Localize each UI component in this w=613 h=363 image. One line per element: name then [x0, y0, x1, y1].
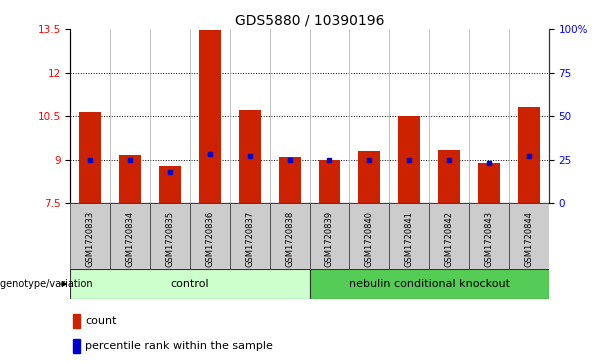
Text: GSM1720834: GSM1720834 [126, 211, 135, 267]
Text: GSM1720841: GSM1720841 [405, 211, 414, 267]
Bar [389, 203, 429, 269]
Bar [80, 112, 101, 203]
Text: GSM1720839: GSM1720839 [325, 211, 334, 267]
Text: GSM1720844: GSM1720844 [524, 211, 533, 267]
Text: GSM1720833: GSM1720833 [86, 211, 95, 268]
Bar [438, 150, 460, 203]
Bar [159, 166, 181, 203]
Bar [469, 203, 509, 269]
Bar [478, 163, 500, 203]
Text: GSM1720836: GSM1720836 [205, 211, 215, 268]
Text: GSM1720837: GSM1720837 [245, 211, 254, 268]
Text: GSM1720843: GSM1720843 [484, 211, 493, 267]
Text: percentile rank within the sample: percentile rank within the sample [85, 341, 273, 351]
Text: genotype/variation: genotype/variation [0, 279, 96, 289]
Text: count: count [85, 316, 117, 326]
Text: GSM1720835: GSM1720835 [166, 211, 175, 267]
Text: GSM1720838: GSM1720838 [285, 211, 294, 268]
Text: nebulin conditional knockout: nebulin conditional knockout [349, 279, 509, 289]
Bar [70, 203, 110, 269]
Text: GSM1720842: GSM1720842 [444, 211, 454, 267]
Bar [359, 151, 380, 203]
Bar [310, 269, 549, 299]
Bar [73, 339, 80, 353]
Bar [319, 160, 340, 203]
Bar [429, 203, 469, 269]
Bar [518, 107, 539, 203]
Bar [73, 314, 80, 328]
Bar [230, 203, 270, 269]
Bar [310, 203, 349, 269]
Bar [239, 110, 261, 203]
Bar [279, 157, 300, 203]
Bar [110, 203, 150, 269]
Bar [199, 30, 221, 203]
Bar [70, 269, 310, 299]
Bar [150, 203, 190, 269]
Text: control: control [170, 279, 210, 289]
Bar [270, 203, 310, 269]
Bar [120, 155, 141, 203]
Title: GDS5880 / 10390196: GDS5880 / 10390196 [235, 14, 384, 28]
Bar [509, 203, 549, 269]
Bar [349, 203, 389, 269]
Bar [190, 203, 230, 269]
Bar [398, 116, 420, 203]
Text: GSM1720840: GSM1720840 [365, 211, 374, 267]
